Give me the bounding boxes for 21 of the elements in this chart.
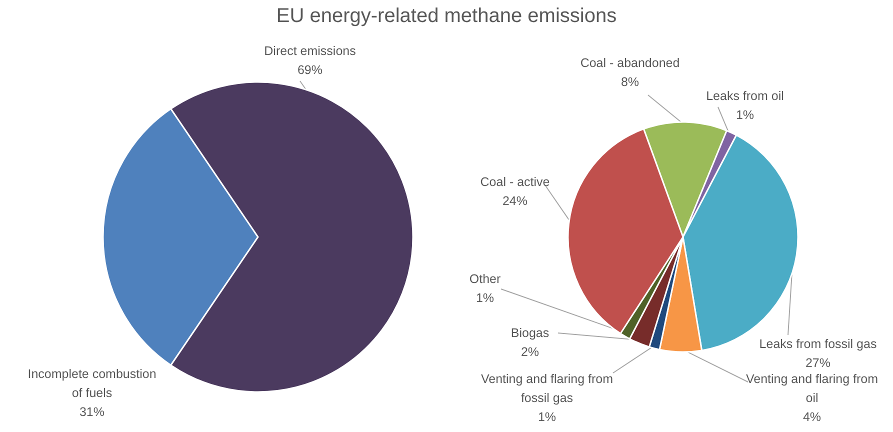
slice-label: Incomplete combustion of fuels bbox=[28, 367, 156, 400]
data-label: 1% bbox=[538, 410, 556, 424]
data-label: 4% bbox=[802, 410, 822, 424]
data-label: 24% bbox=[502, 194, 528, 208]
slice-label: Coal - active bbox=[480, 175, 550, 189]
data-label: 1% bbox=[736, 108, 754, 122]
data-label: 31% bbox=[79, 405, 105, 419]
slice-label: Venting and flaring from fossil gas bbox=[480, 372, 614, 405]
data-label: 27% bbox=[805, 356, 831, 370]
slice-label: Leaks from oil bbox=[706, 89, 784, 103]
slice-label: Direct emissions bbox=[264, 44, 356, 58]
slice-label: Leaks from fossil gas bbox=[759, 337, 877, 351]
data-label: 1% bbox=[476, 291, 494, 305]
data-label: 69% bbox=[297, 63, 323, 77]
slice-label: Biogas bbox=[510, 326, 550, 340]
data-label: 2% bbox=[520, 345, 540, 359]
slice-label: Other bbox=[469, 272, 501, 286]
slice-label: Venting and flaring from oil bbox=[746, 372, 878, 405]
slice-label: Coal - abandoned bbox=[580, 56, 680, 70]
data-label: 8% bbox=[620, 75, 640, 89]
chart-title: EU energy-related methane emissions bbox=[275, 5, 618, 28]
